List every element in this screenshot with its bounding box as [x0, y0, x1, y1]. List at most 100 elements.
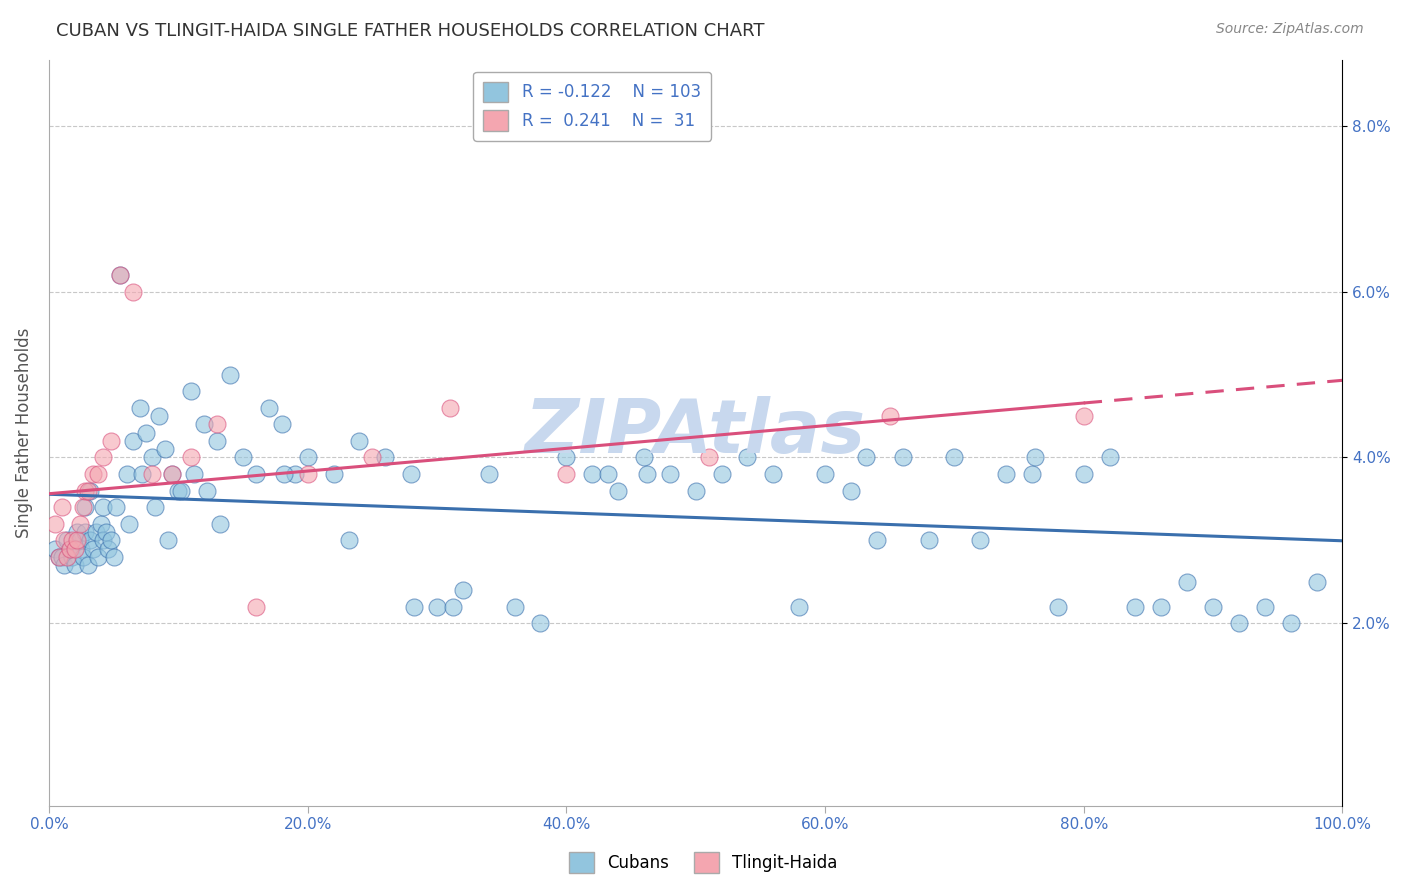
Point [91, 533, 114, 548]
Point [245, 599, 267, 614]
Point [399, 467, 422, 481]
Point [1279, 616, 1302, 631]
Point [122, 285, 145, 299]
Point [1175, 574, 1198, 589]
Point [44, 516, 66, 531]
Point [866, 533, 889, 548]
Point [69, 516, 91, 531]
Point [879, 409, 901, 423]
Point [607, 483, 630, 498]
Point [60, 533, 83, 548]
Point [361, 450, 384, 465]
Point [1021, 467, 1043, 481]
Point [90, 516, 112, 531]
Point [72, 549, 94, 564]
Point [108, 268, 131, 282]
Point [232, 450, 254, 465]
Point [51, 549, 73, 564]
Point [105, 500, 128, 515]
Point [160, 467, 183, 481]
Point [66, 524, 89, 539]
Text: CUBAN VS TLINGIT-HAIDA SINGLE FATHER HOUSEHOLDS CORRELATION CHART: CUBAN VS TLINGIT-HAIDA SINGLE FATHER HOU… [56, 22, 765, 40]
Point [51, 500, 73, 515]
Point [79, 533, 101, 548]
Point [156, 533, 179, 548]
Point [59, 541, 82, 556]
Point [143, 500, 166, 515]
Point [596, 467, 619, 481]
Point [814, 467, 837, 481]
Point [297, 467, 319, 481]
Point [636, 467, 658, 481]
Point [53, 533, 76, 548]
Text: Source: ZipAtlas.com: Source: ZipAtlas.com [1216, 22, 1364, 37]
Point [59, 541, 82, 556]
Point [48, 549, 70, 564]
Point [70, 541, 93, 556]
Point [943, 450, 966, 465]
Point [195, 483, 218, 498]
Point [44, 541, 66, 556]
Point [76, 558, 98, 573]
Point [155, 442, 177, 457]
Point [56, 533, 79, 548]
Point [97, 541, 120, 556]
Point [374, 450, 396, 465]
Point [53, 558, 76, 573]
Point [1073, 409, 1095, 423]
Point [787, 599, 810, 614]
Point [180, 450, 202, 465]
Point [63, 558, 86, 573]
Point [91, 500, 114, 515]
Point [697, 450, 720, 465]
Point [349, 434, 371, 448]
Point [94, 524, 117, 539]
Point [658, 467, 681, 481]
Point [441, 599, 464, 614]
Point [1046, 599, 1069, 614]
Point [103, 549, 125, 564]
Point [208, 516, 231, 531]
Point [118, 516, 141, 531]
Point [478, 467, 501, 481]
Point [131, 467, 153, 481]
Point [66, 533, 89, 548]
Point [555, 467, 578, 481]
Point [451, 583, 474, 598]
Point [917, 533, 939, 548]
Point [135, 425, 157, 440]
Point [555, 450, 578, 465]
Point [63, 541, 86, 556]
Point [1202, 599, 1225, 614]
Point [76, 483, 98, 498]
Point [183, 467, 205, 481]
Point [995, 467, 1018, 481]
Point [1227, 616, 1250, 631]
Point [855, 450, 877, 465]
Point [322, 467, 344, 481]
Point [762, 467, 785, 481]
Point [100, 533, 122, 548]
Point [48, 549, 70, 564]
Point [170, 483, 193, 498]
Point [633, 450, 655, 465]
Point [56, 549, 79, 564]
Point [337, 533, 360, 548]
Point [273, 467, 295, 481]
Point [84, 524, 107, 539]
Point [115, 467, 138, 481]
Point [1073, 467, 1095, 481]
Point [193, 417, 215, 432]
Point [1150, 599, 1173, 614]
Point [82, 467, 104, 481]
Point [710, 467, 733, 481]
Point [1305, 574, 1327, 589]
Point [737, 450, 759, 465]
Point [205, 417, 228, 432]
Point [839, 483, 862, 498]
Point [581, 467, 603, 481]
Y-axis label: Single Father Households: Single Father Households [15, 327, 32, 538]
Point [79, 483, 101, 498]
Point [108, 268, 131, 282]
Point [72, 500, 94, 515]
